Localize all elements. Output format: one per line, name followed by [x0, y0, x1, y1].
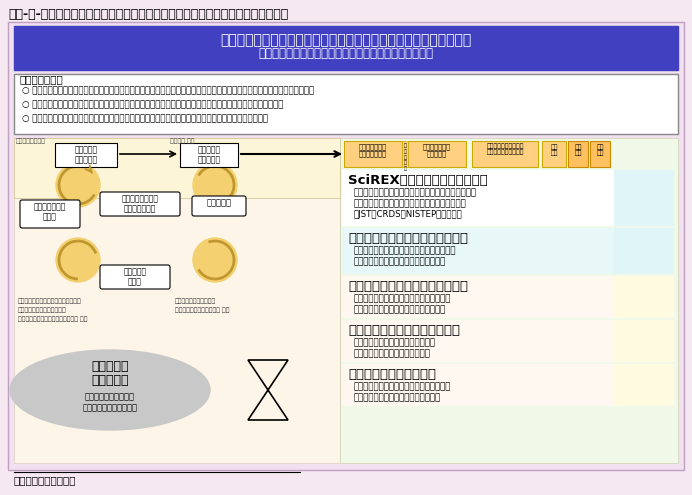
FancyBboxPatch shape [342, 364, 674, 406]
Text: 事業全体関連の調査分析: 事業全体関連の調査分析 [82, 403, 138, 412]
Text: 政策
決定: 政策 決定 [574, 144, 582, 156]
Text: ・政策課題の発見・発掘: ・政策課題の発見・発掘 [175, 298, 216, 303]
Text: ・拠点間共同プログラムの開発及び展開: ・拠点間共同プログラムの開発及び展開 [354, 257, 446, 266]
FancyBboxPatch shape [8, 22, 684, 470]
FancyBboxPatch shape [180, 143, 238, 167]
Text: 事業全体の目標: 事業全体の目標 [20, 74, 64, 84]
FancyBboxPatch shape [55, 143, 117, 167]
Text: ○ 政策課題を同定し、経済的・社会的影響分析を盛り込んで選択可能な複数の政策オプションを立案すること。: ○ 政策課題を同定し、経済的・社会的影響分析を盛り込んで選択可能な複数の政策オプ… [22, 100, 284, 109]
Text: ・政策目標や政策手段のリストアップ: ・政策目標や政策手段のリストアップ [18, 298, 82, 303]
FancyBboxPatch shape [20, 200, 80, 228]
Circle shape [56, 163, 100, 207]
Text: 政策評価 など: 政策評価 など [170, 138, 194, 144]
Text: ・複数の選択可能なオプション作成 など: ・複数の選択可能なオプション作成 など [18, 316, 87, 322]
Text: 複数の選択肢からなる
政策オプションの作成: 複数の選択肢からなる 政策オプションの作成 [486, 143, 524, 155]
Text: ・大学院を中核とした国際水準の拠点を構築: ・大学院を中核とした国際水準の拠点を構築 [354, 246, 457, 255]
Text: ～客観的根拠に基づく合理的な政策決定のための科学～: ～客観的根拠に基づく合理的な政策決定のための科学～ [259, 47, 433, 60]
Text: 政策の決定
政策の実施: 政策の決定 政策の実施 [75, 145, 98, 164]
Circle shape [193, 163, 237, 207]
Text: 政策オプション
の立案: 政策オプション の立案 [34, 202, 66, 221]
Text: （JST／CRDS、NISTEP等と協力）: （JST／CRDS、NISTEP等と協力） [354, 210, 463, 219]
FancyBboxPatch shape [342, 228, 674, 274]
Circle shape [193, 238, 237, 282]
Text: 政策形成プロセス
の基本的な構造: 政策形成プロセス の基本的な構造 [122, 194, 158, 213]
FancyBboxPatch shape [14, 138, 340, 463]
FancyBboxPatch shape [100, 192, 180, 216]
FancyBboxPatch shape [342, 170, 674, 226]
FancyBboxPatch shape [342, 320, 674, 362]
Text: 分
析
・
評
価: 分 析 ・ 評 価 [403, 143, 406, 171]
FancyBboxPatch shape [568, 141, 588, 167]
Text: 資料：文部科学省作成: 資料：文部科学省作成 [14, 475, 77, 485]
FancyBboxPatch shape [342, 228, 614, 274]
FancyBboxPatch shape [402, 141, 408, 167]
Text: 政策課題対応型調査研究の推進: 政策課題対応型調査研究の推進 [348, 324, 460, 337]
FancyBboxPatch shape [192, 196, 246, 216]
FancyBboxPatch shape [100, 265, 170, 289]
FancyBboxPatch shape [542, 141, 566, 167]
Text: 具体的な政策課題を設定し、政策課題に関した一貫性: 具体的な政策課題を設定し、政策課題に関した一貫性 [354, 188, 477, 197]
Text: SciREX政策形成実践プログラム: SciREX政策形成実践プログラム [348, 174, 488, 187]
Text: 中長期で政策形成に寄与しうる分析手法、: 中長期で政策形成に寄与しうる分析手法、 [354, 294, 451, 303]
FancyBboxPatch shape [342, 276, 614, 318]
FancyBboxPatch shape [14, 74, 678, 134]
Text: 政策
評価: 政策 評価 [597, 144, 603, 156]
Text: 第２-５-１図／科学技術イノベーション政策における「政策のための科学」の推進: 第２-５-１図／科学技術イノベーション政策における「政策のための科学」の推進 [8, 8, 289, 21]
Text: 公募型研究開発プログラムの推進: 公募型研究開発プログラムの推進 [348, 280, 468, 293]
Text: データ・情報基盤の構築: データ・情報基盤の構築 [348, 368, 436, 381]
Text: 指標開発等の研究開発を公募により推進: 指標開発等の研究開発を公募により推進 [354, 305, 446, 314]
Text: のある選択可能な政策オプション立案作業を実践: のある選択可能な政策オプション立案作業を実践 [354, 199, 466, 208]
FancyBboxPatch shape [342, 276, 674, 318]
Text: データや情報を体系的・継続的に蓄積: データや情報を体系的・継続的に蓄積 [354, 393, 441, 402]
FancyBboxPatch shape [340, 138, 678, 463]
Text: 科学技術イノベーション政策における「政策のための科学」の推進: 科学技術イノベーション政策における「政策のための科学」の推進 [220, 33, 472, 47]
Text: ・政策課題の同定・構造化 など: ・政策課題の同定・構造化 など [175, 307, 230, 313]
FancyBboxPatch shape [14, 26, 678, 70]
Circle shape [56, 238, 100, 282]
FancyBboxPatch shape [342, 364, 614, 406]
FancyBboxPatch shape [14, 138, 340, 198]
FancyBboxPatch shape [344, 141, 402, 167]
FancyBboxPatch shape [342, 320, 614, 362]
Text: 効果に関する総合的な調査・分析: 効果に関する総合的な調査・分析 [354, 349, 431, 358]
Text: ○ 立案された政策オプションを適切に選択・決定・実施することにより、政策課題の解決を目指すこと。: ○ 立案された政策オプションを適切に選択・決定・実施することにより、政策課題の解… [22, 114, 268, 123]
Text: 研究開発投資の経済的、社会的波及: 研究開発投資の経済的、社会的波及 [354, 338, 436, 347]
FancyBboxPatch shape [590, 141, 610, 167]
Text: 現状の把握
・分析: 現状の把握 ・分析 [123, 267, 147, 287]
Text: 政策課題の
発見・発掘: 政策課題の 発見・発掘 [197, 145, 221, 164]
Text: 事業全体の進め方検討: 事業全体の進め方検討 [85, 392, 135, 401]
Text: 推進委員会: 推進委員会 [91, 374, 129, 387]
Ellipse shape [10, 350, 210, 430]
Text: ・経済的・社会的影響の分析: ・経済的・社会的影響の分析 [18, 307, 66, 313]
Text: 政策目標・手段
のリストアップ: 政策目標・手段 のリストアップ [359, 143, 387, 157]
Text: 文部科学省: 文部科学省 [91, 360, 129, 373]
Text: ○ 様々な社会的課題のうち、科学技術イノベーション政策によって解決すべき課題を科学的な視野から発見・発掘すること。: ○ 様々な社会的課題のうち、科学技術イノベーション政策によって解決すべき課題を科… [22, 86, 314, 95]
Text: 合意
形成: 合意 形成 [550, 144, 558, 156]
FancyBboxPatch shape [408, 141, 466, 167]
Text: 政策形成や調査・分析・研究に活用しうる: 政策形成や調査・分析・研究に活用しうる [354, 382, 451, 391]
FancyBboxPatch shape [472, 141, 538, 167]
FancyBboxPatch shape [342, 170, 614, 226]
Text: 経済的・社会的
影響の分析: 経済的・社会的 影響の分析 [423, 143, 451, 157]
Text: 基盤的研究・人材育成拠点の形成: 基盤的研究・人材育成拠点の形成 [348, 232, 468, 245]
Text: 合意形成手法など: 合意形成手法など [16, 138, 46, 144]
Text: 社会・自然: 社会・自然 [206, 198, 232, 207]
